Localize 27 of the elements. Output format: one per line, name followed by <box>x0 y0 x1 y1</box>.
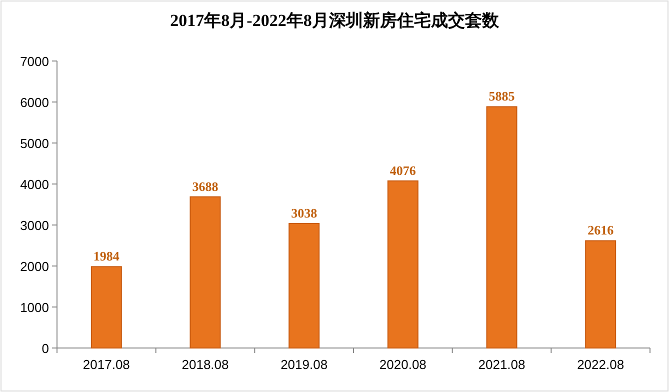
data-label: 5885 <box>488 88 516 104</box>
bar <box>288 222 320 348</box>
data-label: 1984 <box>93 248 120 264</box>
x-tick-label: 2018.08 <box>182 357 229 372</box>
x-tick-label: 2017.08 <box>82 357 130 372</box>
y-tick-label: 0 <box>42 341 49 356</box>
bar <box>585 240 616 348</box>
x-tick-label: 2020.08 <box>379 357 426 372</box>
y-tick-label: 5000 <box>20 136 49 151</box>
y-tick-label: 1000 <box>20 300 49 315</box>
data-label: 3688 <box>192 178 219 194</box>
y-tick-label: 4000 <box>20 177 49 192</box>
x-tick-label: 2022.08 <box>577 357 624 372</box>
data-label: 4076 <box>390 162 416 178</box>
bar <box>486 106 518 348</box>
bar <box>90 266 122 348</box>
chart-title: 2017年8月-2022年8月深圳新房住宅成交套数 <box>170 11 500 30</box>
y-tick-label: 3000 <box>20 218 49 233</box>
bar <box>387 180 418 348</box>
x-tick-label: 2021.08 <box>478 357 526 372</box>
y-tick-label: 7000 <box>20 54 49 69</box>
bar <box>190 196 221 348</box>
y-tick-label: 2000 <box>20 259 49 274</box>
data-label: 3038 <box>291 205 318 220</box>
x-tick-label: 2019.08 <box>280 357 328 372</box>
y-tick-label: 6000 <box>20 95 49 110</box>
data-label: 2616 <box>588 222 614 238</box>
